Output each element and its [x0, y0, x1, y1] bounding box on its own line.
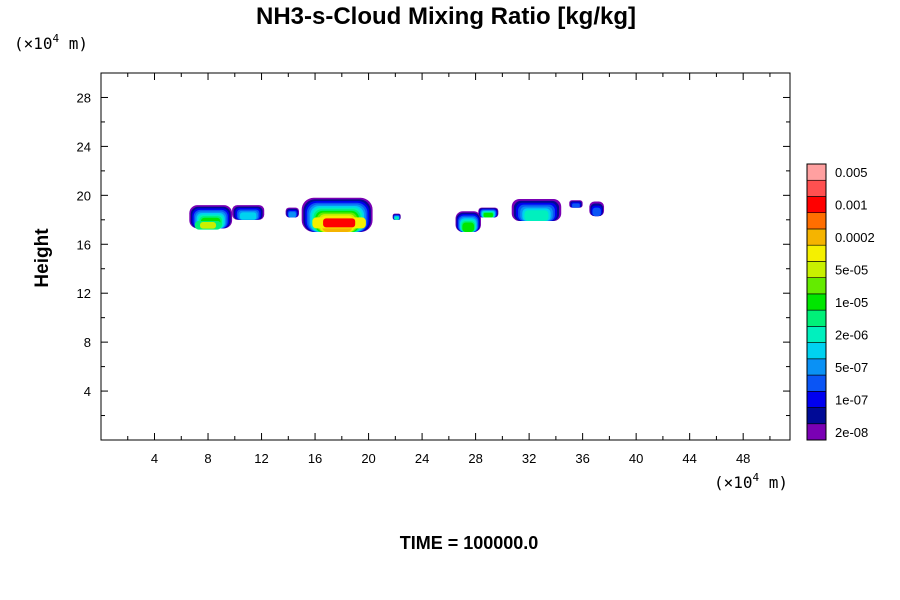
y-tick-label: 12 [77, 286, 91, 301]
x-tick-label: 12 [254, 451, 268, 466]
y-axis-label: Height [32, 228, 53, 288]
x-tick-label: 48 [736, 451, 750, 466]
colorbar-swatch [806, 244, 827, 262]
colorbar-label: 5e-07 [835, 360, 868, 375]
colorbar-swatch [806, 277, 827, 295]
cloud-contour-level [524, 210, 549, 222]
colorbar-swatch [806, 374, 827, 392]
cloud-contour-level [592, 207, 601, 217]
colorbar-swatch [806, 196, 827, 214]
y-tick-label: 28 [77, 90, 91, 105]
colorbar-swatch [806, 358, 827, 376]
x-tick-label: 44 [682, 451, 696, 466]
x-tick-label: 32 [522, 451, 536, 466]
colorbar-swatch [806, 212, 827, 230]
time-label: TIME = 100000.0 [400, 533, 539, 553]
colorbar-label: 1e-05 [835, 295, 868, 310]
cloud-contour-level [483, 212, 493, 218]
y-axis-unit: (×104 m) [14, 32, 88, 53]
cloud-feature [392, 213, 401, 220]
colorbar-swatch [806, 293, 827, 311]
cloud-feature [511, 199, 562, 222]
colorbar-swatch [806, 261, 827, 278]
y-tick-label: 8 [84, 335, 91, 350]
plot-frame [100, 72, 791, 441]
colorbar-swatch [806, 179, 827, 197]
y-tick-label: 16 [77, 237, 91, 252]
colorbar-label: 0.0002 [835, 230, 875, 245]
x-axis-ticks: 4 8 12 16 20 24 28 32 36 40 44 48 [127, 73, 771, 466]
colorbar-swatch [806, 326, 827, 343]
cloud-feature [285, 207, 300, 218]
colorbar-swatch [806, 390, 827, 408]
colorbar-frame [806, 163, 827, 441]
x-tick-label: 40 [629, 451, 643, 466]
cloud-feature [232, 205, 265, 220]
colorbar-label: 2e-08 [835, 425, 868, 440]
cloud-feature [478, 207, 499, 218]
cloud-feature [189, 205, 233, 230]
colorbar-swatch [806, 163, 827, 181]
colorbar-label: 0.005 [835, 165, 868, 180]
cloud-feature [569, 200, 583, 208]
chart-title: NH3-s-Cloud Mixing Ratio [kg/kg] [256, 3, 636, 30]
x-tick-label: 4 [151, 451, 158, 466]
cloud-contour-level [240, 212, 257, 220]
colorbar-label: 5e-05 [835, 263, 868, 278]
colorbar-label: 0.001 [835, 198, 868, 213]
colorbar-swatch [806, 407, 827, 425]
cloud-feature [455, 211, 481, 233]
colorbar-swatch [806, 309, 827, 327]
colorbar-swatch [806, 228, 827, 246]
colorbar-swatch [806, 423, 827, 441]
cloud-feature [589, 201, 605, 217]
colorbar-swatch [806, 342, 827, 360]
x-tick-label: 16 [308, 451, 322, 466]
x-axis-unit: (×104 m) [714, 471, 788, 492]
colorbar-label: 2e-06 [835, 327, 868, 342]
x-tick-label: 28 [468, 451, 482, 466]
cloud-contour-level [572, 203, 580, 208]
cloud-contour-level [462, 222, 475, 233]
x-tick-label: 8 [204, 451, 211, 466]
x-tick-label: 36 [575, 451, 589, 466]
y-tick-label: 24 [77, 139, 91, 154]
cloud-feature [301, 197, 373, 233]
colorbar: 2e-08 1e-07 5e-07 2e-06 1e-05 5e-05 0.0002 0.00… [806, 163, 875, 441]
x-tick-label: 24 [415, 451, 429, 466]
y-axis-ticks: 4 8 12 16 20 24 28 [77, 90, 790, 417]
cloud-core-peak [200, 222, 217, 229]
y-tick-label: 4 [84, 384, 91, 399]
cloud-core-peak [323, 218, 356, 228]
cloud-contour-level [394, 216, 399, 220]
colorbar-label: 1e-07 [835, 392, 868, 407]
x-tick-label: 20 [361, 451, 375, 466]
cloud-contour-level [288, 212, 296, 218]
y-tick-label: 20 [77, 188, 91, 203]
cloud-contours [189, 197, 605, 233]
